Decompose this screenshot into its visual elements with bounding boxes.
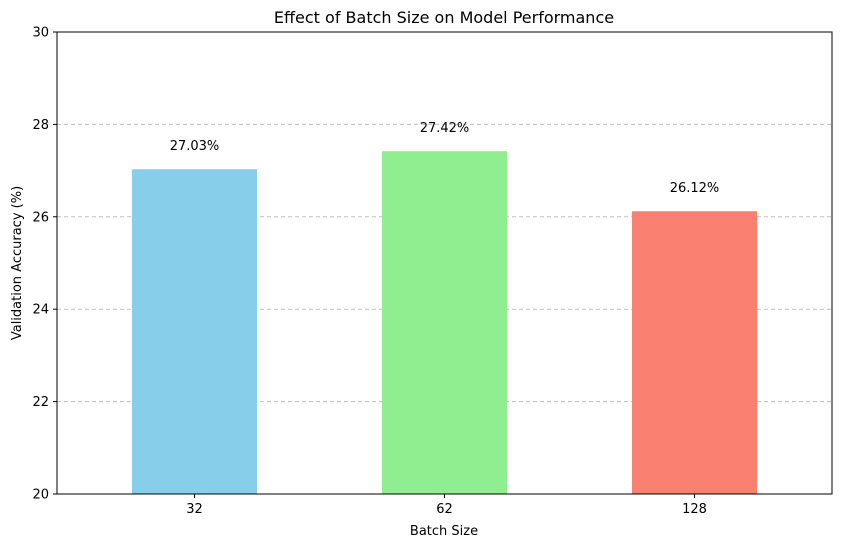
y-axis-ticks: 20 22 24 26 28 30	[32, 26, 57, 503]
chart-title: Effect of Batch Size on Model Performanc…	[274, 8, 614, 27]
y-tick-label: 28	[32, 118, 49, 133]
y-tick-label: 24	[32, 303, 49, 318]
data-label-128: 26.12%	[670, 181, 720, 196]
y-axis-label: Validation Accuracy (%)	[10, 186, 25, 340]
bar-32	[132, 169, 257, 495]
data-labels: 27.03% 27.42% 26.12%	[170, 121, 720, 196]
y-tick-label: 30	[32, 26, 49, 41]
y-tick-label: 20	[32, 488, 49, 503]
x-axis-ticks: 32 62 128	[186, 494, 707, 517]
x-tick-label: 62	[436, 502, 453, 517]
bars	[132, 151, 757, 495]
x-tick-label: 32	[186, 502, 203, 517]
x-tick-label: 128	[682, 502, 707, 517]
x-axis-label: Batch Size	[410, 524, 478, 539]
y-tick-label: 26	[32, 210, 49, 225]
data-label-62: 27.42%	[420, 121, 470, 136]
bar-128	[632, 211, 757, 495]
data-label-32: 27.03%	[170, 139, 220, 154]
y-tick-label: 22	[32, 395, 49, 410]
bar-62	[382, 151, 507, 495]
